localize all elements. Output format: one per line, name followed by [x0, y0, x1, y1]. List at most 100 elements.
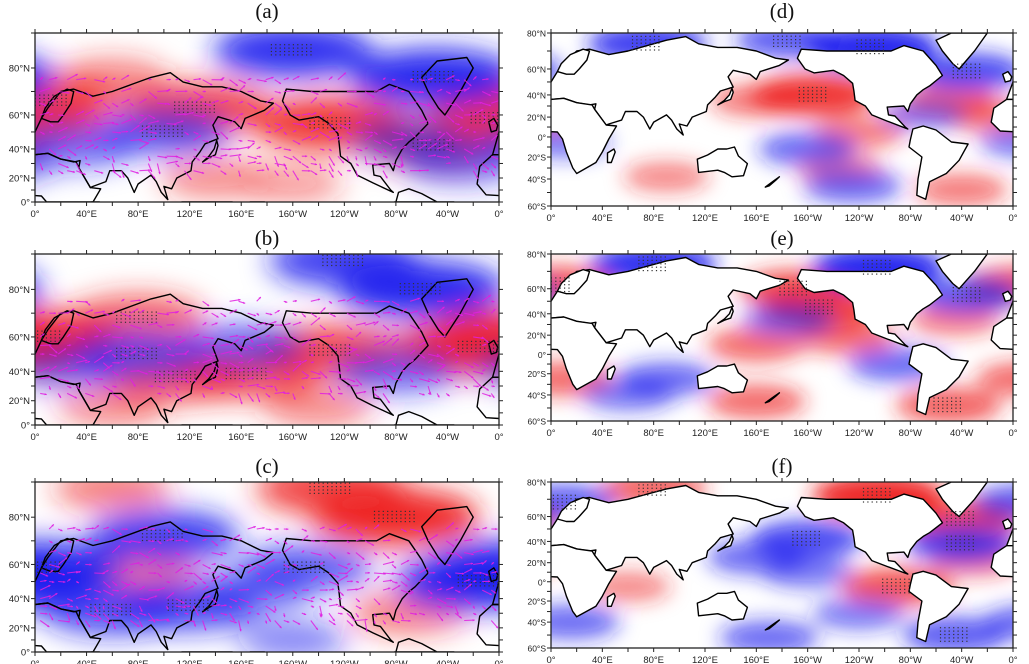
anomaly-blob-c-6 [88, 510, 240, 563]
panel-c: 0° 40°E 80°E 120°E 160°E 160°W 120°W 80°W 40°W 0°… [9, 478, 504, 664]
coastline-africa [476, 153, 499, 197]
x-tick-label: 0° [1008, 655, 1017, 664]
coastline-australia [696, 590, 749, 621]
coastline-greenland [935, 254, 988, 290]
y-tick-label: 80°N [527, 29, 546, 39]
coastline-scandinavia [556, 268, 591, 295]
coastlines [551, 33, 1013, 200]
panel-f: 0° 40°E 80°E 120°E 160°E 160°W 120°W 80°W 40°W 0°… [527, 478, 1018, 664]
coastline-northamerica [796, 265, 944, 348]
coastline-scandinavia [40, 310, 75, 345]
y-tick-label: 60°N [9, 560, 30, 571]
x-tick-label: 0° [30, 432, 39, 443]
coastlines [551, 482, 1013, 643]
wind-vectors [39, 294, 496, 405]
coastline-africa [990, 317, 1013, 350]
y-tick-label: 40°N [527, 537, 546, 547]
anomaly-blob-a-8 [213, 33, 373, 78]
coastline-eurasia [1005, 80, 1013, 101]
coastline-greenland [421, 278, 474, 338]
coastline-southamerica [393, 410, 455, 425]
x-tick-label: 160°E [743, 213, 769, 224]
anomaly-blob-f-10 [719, 620, 819, 648]
x-tick-label: 120°W [845, 655, 874, 664]
coastline-japan [717, 87, 734, 106]
x-tick-label: 120°E [177, 432, 203, 443]
x-tick-label: 80°W [899, 655, 922, 664]
coastline-africa [551, 316, 618, 391]
x-tick-label: 160°W [278, 432, 307, 443]
significance-stipple [551, 256, 981, 413]
coastlines [35, 278, 499, 425]
y-tick-label: 0° [538, 577, 546, 587]
coastline-greenland [935, 482, 988, 518]
anomaly-blob-a-12 [160, 158, 271, 198]
y-tick-label: 20°S [527, 369, 546, 379]
wind-vectors [39, 72, 499, 181]
panel-c-title: (c) [255, 454, 279, 478]
panel-d: 0° 40°E 80°E 120°E 160°E 160°W 120°W 80°W 40°W 0°… [527, 29, 1018, 225]
x-tick-label: 80°E [128, 209, 149, 220]
y-tick-label: 60°N [527, 284, 546, 294]
y-tick-label: 0° [538, 132, 546, 142]
y-tick-label: 20°S [527, 153, 546, 163]
y-tick-label: 20°N [527, 113, 546, 123]
coastline-africa [35, 602, 102, 652]
anomaly-blob-b-13 [263, 387, 374, 425]
y-tick-label: 60°N [9, 332, 30, 343]
coastline-japan [717, 534, 734, 552]
x-tick-label: 40°W [436, 209, 459, 220]
x-tick-label: 120°E [177, 659, 203, 664]
y-tick-label: 80°N [9, 63, 30, 74]
y-tick-label: 60°N [527, 512, 546, 522]
x-tick-label: 120°W [330, 432, 359, 443]
anomaly-blob-f-14 [761, 556, 854, 589]
x-tick-label: 120°E [692, 428, 718, 439]
x-tick-label: 40°E [592, 655, 613, 664]
anomaly-blob-f-13 [551, 605, 620, 640]
x-tick-label: 120°E [692, 213, 718, 224]
x-tick-label: 80°E [643, 655, 664, 664]
x-tick-label: 0° [494, 209, 503, 220]
panel-e-title: (e) [770, 226, 794, 250]
x-tick-label: 80°W [384, 209, 407, 220]
anomaly-blob-e-6 [896, 387, 1002, 421]
coastline-nz [764, 392, 781, 404]
x-tick-label: 40°W [436, 659, 459, 664]
x-tick-label: 120°W [845, 213, 874, 224]
coastline-africa [476, 603, 499, 647]
y-tick-label: 60°S [527, 644, 546, 654]
y-tick-label: 40°N [527, 90, 546, 100]
coastline-japan [201, 139, 219, 163]
coastline-southamerica [908, 343, 969, 416]
x-tick-label: 120°E [692, 655, 718, 664]
coastline-southamerica [393, 188, 455, 202]
x-tick-label: 0° [546, 213, 555, 224]
x-tick-label: 160°E [228, 659, 254, 664]
coastline-scandinavia [40, 537, 75, 572]
x-tick-label: 160°E [743, 428, 769, 439]
x-tick-label: 160°E [743, 655, 769, 664]
anomaly-blob-a-7 [35, 123, 137, 168]
anomaly-blob-b-1 [70, 294, 206, 342]
coastline-africa [551, 543, 618, 618]
x-tick-label: 40°W [950, 213, 973, 224]
anomaly-blob-b-12 [57, 387, 167, 425]
x-tick-label: 40°E [592, 213, 613, 224]
anomaly-blob-f-9 [905, 524, 1013, 563]
coastline-madagascar [606, 365, 616, 380]
coastline-africa [990, 98, 1013, 133]
x-tick-label: 160°E [228, 209, 254, 220]
coastline-africa [551, 97, 618, 175]
significance-stipple [35, 44, 499, 151]
x-tick-label: 40°E [592, 428, 613, 439]
x-tick-label: 80°E [643, 428, 664, 439]
x-tick-label: 160°W [278, 209, 307, 220]
coastline-northamerica [281, 533, 429, 643]
anomaly-blob-d-5 [915, 173, 1008, 206]
anomaly-blob-a-9 [350, 48, 499, 106]
anomaly-blob-e-13 [581, 378, 675, 411]
x-tick-label: 160°W [793, 655, 822, 664]
x-tick-label: 0° [546, 428, 555, 439]
